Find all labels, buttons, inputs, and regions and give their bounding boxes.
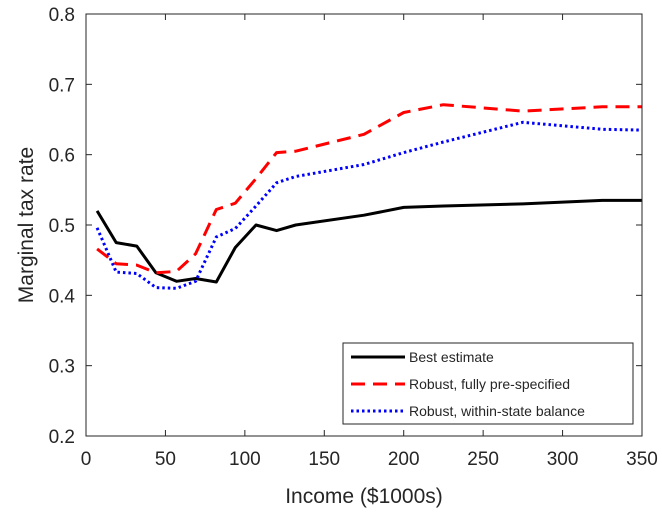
legend: Best estimate Robust, fully pre-specified… <box>342 342 634 425</box>
legend-label-1: Best estimate <box>409 349 494 365</box>
plot-frame <box>85 13 643 437</box>
y-tick-label: 0.2 <box>49 427 75 448</box>
legend-items: Best estimate Robust, fully pre-specified… <box>351 349 585 419</box>
x-axis-label: Income ($1000s) <box>285 485 443 508</box>
series-line-2 <box>96 103 642 275</box>
y-axis-label: Marginal tax rate <box>15 147 38 303</box>
y-tick-label: 0.8 <box>49 5 75 26</box>
y-tick-label: 0.7 <box>49 75 75 96</box>
legend-label-2: Robust, fully pre-specified <box>409 376 570 392</box>
series-layer <box>95 103 643 290</box>
x-tick-label: 100 <box>229 449 261 470</box>
x-tick-label: 0 <box>81 449 92 470</box>
legend-label-3: Robust, within-state balance <box>409 403 585 419</box>
series-line-1 <box>95 198 642 284</box>
series-line-3 <box>95 120 643 290</box>
x-tick-label: 50 <box>155 449 176 470</box>
y-tick-label: 0.4 <box>49 286 76 307</box>
tick-labels-layer: 0 50 100 150 200 250 300 350 0.2 0.3 0.4 0.5 0.6 0.7 0… <box>49 5 658 470</box>
y-tick-label: 0.3 <box>49 357 75 378</box>
y-tick-label: 0.6 <box>49 146 75 167</box>
x-tick-label: 200 <box>388 449 420 470</box>
x-tick-label: 300 <box>547 449 579 470</box>
x-tick-label: 250 <box>467 449 499 470</box>
x-tick-label: 350 <box>626 449 658 470</box>
x-tick-label: 150 <box>308 449 340 470</box>
y-tick-label: 0.5 <box>49 216 75 237</box>
